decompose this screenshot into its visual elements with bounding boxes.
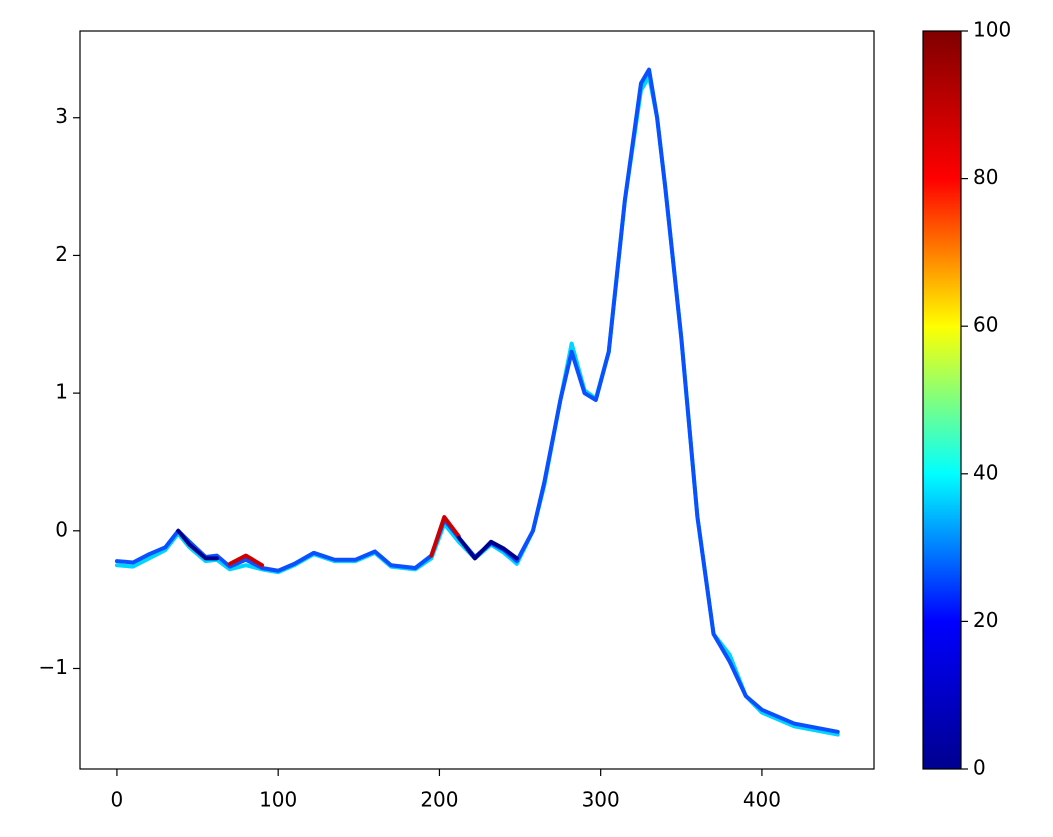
x-tick-label: 100 [259,788,297,812]
x-tick-label: 400 [743,788,781,812]
colorbar [922,30,962,770]
data-line [176,528,519,561]
y-tick-label: 2 [55,242,68,266]
colorbar-tick-label: 40 [973,460,998,484]
x-tick-label: 300 [582,788,620,812]
x-tick-label: 200 [420,788,458,812]
y-tick-label: 1 [55,380,68,404]
y-tick-label: −1 [39,655,68,679]
colorbar-tick-label: 80 [973,165,998,189]
colorbar-tick-label: 100 [973,18,1011,42]
x-tick-label: 0 [111,788,124,812]
data-line [114,74,840,737]
data-line [227,515,461,568]
colorbar-tick-label: 20 [973,608,998,632]
colorbar-tick-label: 0 [973,756,986,780]
colorbar-tick-label: 60 [973,313,998,337]
axes-frame [79,30,875,770]
y-tick-label: 3 [55,104,68,128]
y-tick-label: 0 [55,517,68,541]
data-line [114,67,840,734]
